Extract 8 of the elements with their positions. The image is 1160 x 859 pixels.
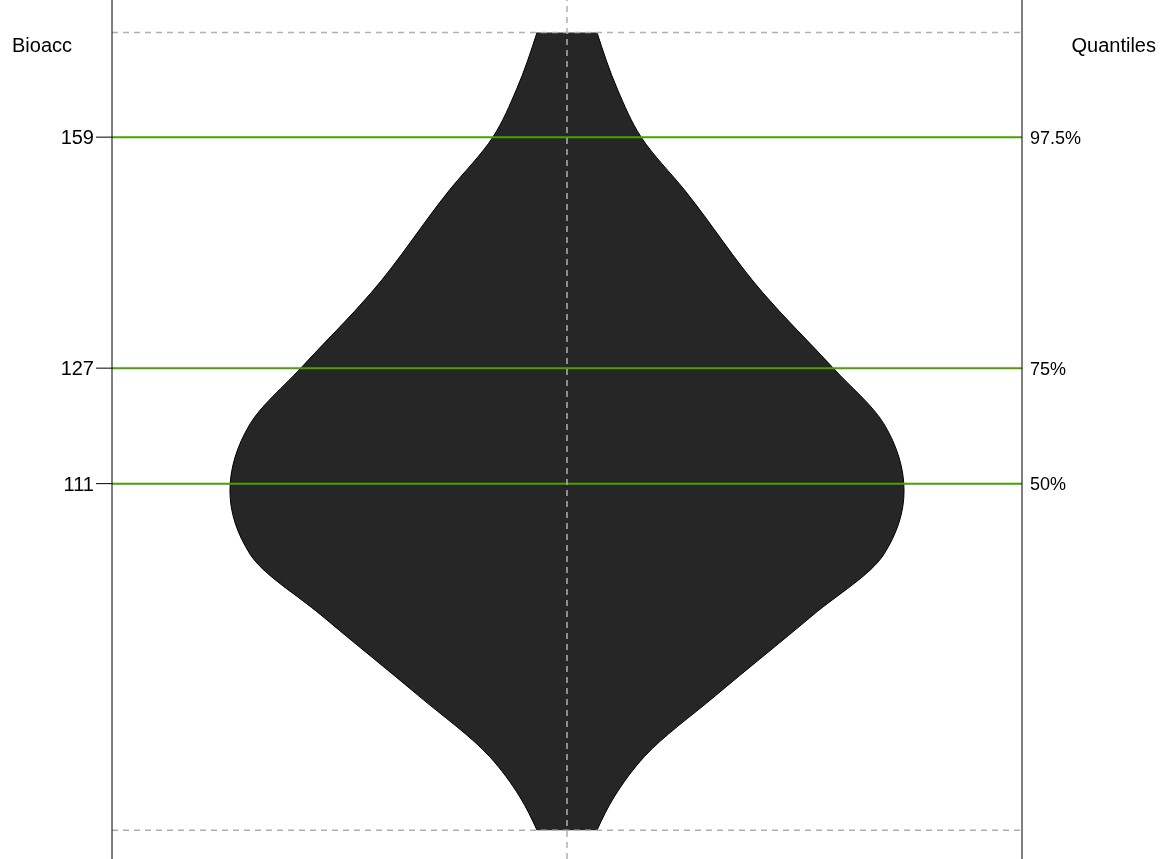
text: 97.5% <box>1030 127 1082 148</box>
text: 75% <box>1030 358 1067 379</box>
y-tick-label: 127 <box>60 357 94 380</box>
text: Quantiles <box>1071 34 1156 57</box>
y-axis-title: Bioacc <box>12 34 73 57</box>
text: 50% <box>1030 474 1067 495</box>
y-tick-label: 159 <box>60 126 94 149</box>
y-tick-label: 111 <box>63 472 94 495</box>
